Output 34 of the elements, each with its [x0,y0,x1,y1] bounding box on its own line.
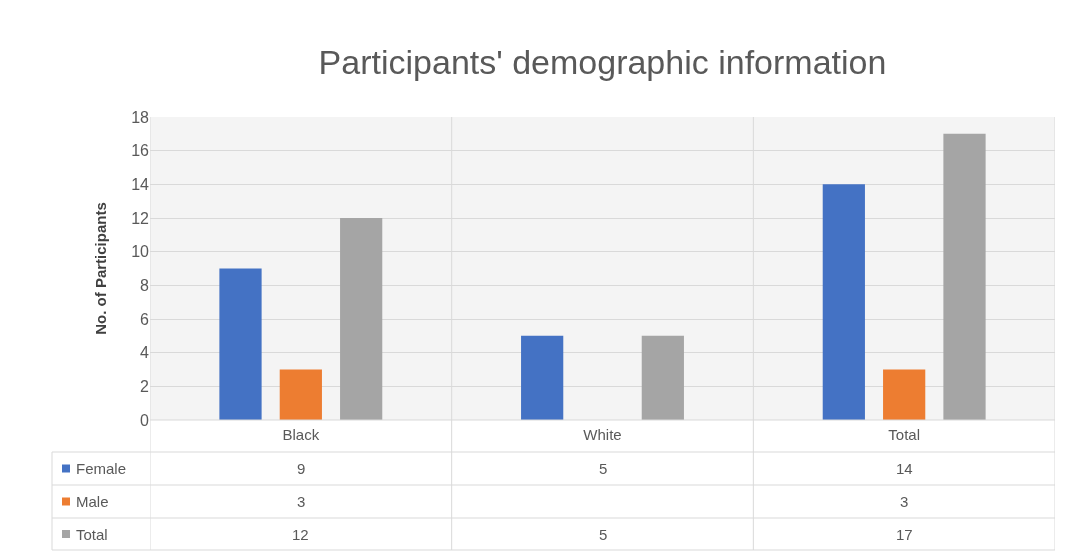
chart-title: Participants' demographic information [318,42,887,81]
bar [279,369,322,420]
data-label: 5 [599,460,608,477]
bar [340,218,383,420]
y-tick-label: 10 [131,243,150,261]
bar [883,369,926,420]
y-tick-label: 6 [140,310,150,328]
y-tick-label: 0 [140,411,150,429]
y-tick-label: 18 [131,108,150,126]
x-tick-label: White [583,426,622,443]
data-label: 3 [297,493,306,510]
y-tick-label: 12 [131,209,150,227]
data-label: 12 [292,526,309,543]
x-tick-label: Total [888,426,921,443]
legend-label: Total [76,526,108,543]
y-tick-label: 2 [140,377,150,395]
y-axis-title: No. of Participants [92,202,110,335]
y-tick-label: 14 [131,175,150,193]
y-tick-label: 16 [131,142,150,160]
data-label: 14 [896,460,913,477]
bar [521,335,564,420]
bar [822,184,865,420]
bar [219,268,262,420]
x-tick-label: Black [282,426,320,443]
bar [943,133,986,420]
y-tick-label: 8 [140,276,150,294]
y-tick-label: 4 [140,344,150,362]
data-label: 17 [896,526,913,543]
bar [641,335,684,420]
legend-label: Male [76,493,109,510]
legend-label: Female [76,460,127,477]
data-label: 9 [297,460,306,477]
data-label: 5 [599,526,608,543]
data-label: 3 [900,493,909,510]
